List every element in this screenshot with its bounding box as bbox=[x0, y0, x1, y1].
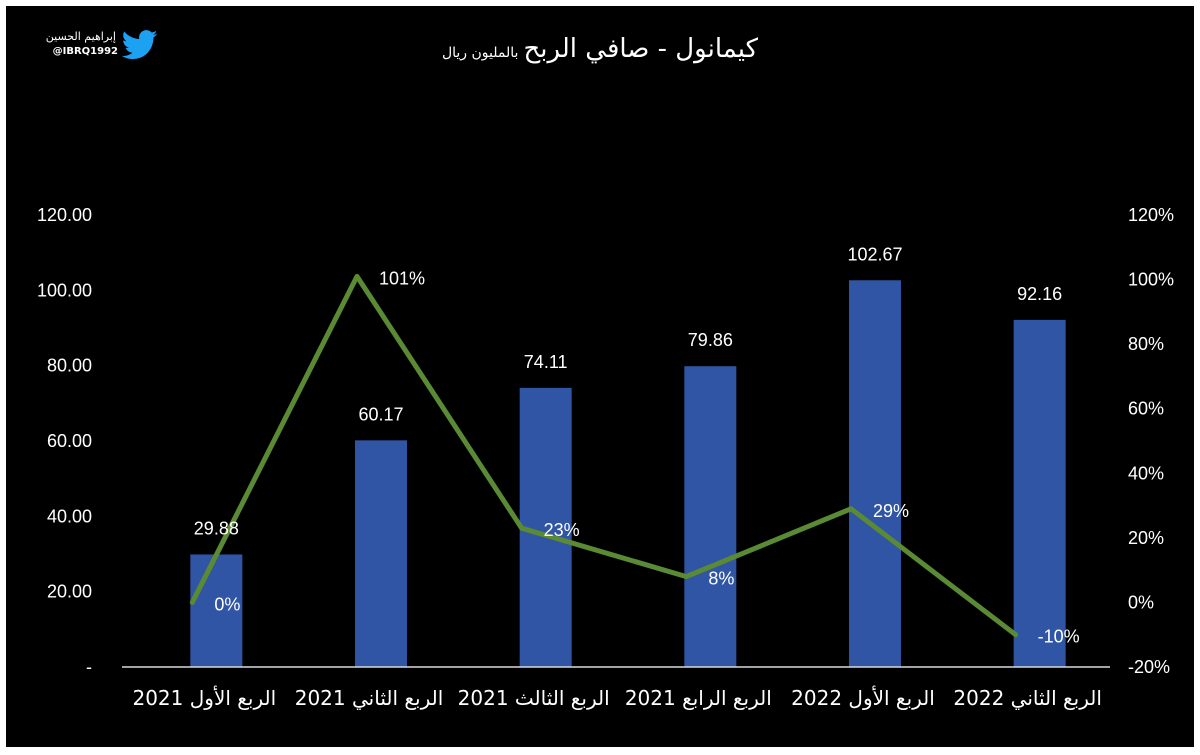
y-right-tick-label: 100% bbox=[1128, 270, 1174, 290]
x-category-label: الربع الثالث 2021 bbox=[458, 686, 610, 710]
y-left-tick-label: 20.00 bbox=[47, 582, 92, 602]
y-right-tick-label: 0% bbox=[1128, 592, 1154, 612]
x-category-label: الربع الأول 2021 bbox=[132, 686, 276, 710]
x-category-label: الربع الثاني 2021 bbox=[295, 686, 444, 711]
bar-5 bbox=[849, 280, 901, 667]
chart-title-unit: بالمليون ريال bbox=[441, 45, 519, 61]
x-category-label: الربع الرابع 2021 bbox=[625, 686, 772, 710]
bar-value-label: 102.67 bbox=[847, 244, 902, 264]
twitter-bird-icon bbox=[122, 30, 158, 60]
bar-1 bbox=[190, 554, 243, 667]
author-brand: إبراهيم الحسين @IBRQ1992 bbox=[20, 24, 160, 64]
line-value-label: 8% bbox=[708, 569, 734, 589]
line-value-label: 0% bbox=[214, 594, 240, 614]
line-value-label: 23% bbox=[544, 520, 580, 540]
bar-value-label: 74.11 bbox=[524, 352, 568, 372]
bar-value-label: 79.86 bbox=[688, 330, 733, 350]
y-left-tick-label: 120.00 bbox=[37, 205, 92, 225]
chart-title-main: كيمانول - صافي الربح bbox=[523, 34, 759, 64]
y-left-tick-label: 100.00 bbox=[37, 280, 92, 300]
bar-3 bbox=[519, 387, 572, 667]
line-value-label: 29% bbox=[873, 501, 909, 521]
y-right-tick-label: 120% bbox=[1128, 205, 1174, 225]
chart-title: كيمانول - صافي الربح بالمليون ريال bbox=[300, 34, 900, 64]
bar-value-label: 92.16 bbox=[1017, 284, 1062, 304]
y-right-tick-label: 80% bbox=[1128, 334, 1164, 354]
x-category-label: الربع الأول 2022 bbox=[791, 686, 935, 710]
growth-line bbox=[189, 273, 1019, 638]
author-handle: @IBRQ1992 bbox=[52, 46, 118, 57]
y-right-tick-label: -20% bbox=[1128, 657, 1170, 677]
bar-2 bbox=[355, 440, 407, 667]
y-left-tick-label: 40.00 bbox=[47, 506, 92, 526]
bar-6 bbox=[1013, 319, 1066, 667]
y-left-tick-label: - bbox=[86, 657, 92, 677]
y-left-tick-label: 80.00 bbox=[47, 356, 92, 376]
y-left-tick-label: 60.00 bbox=[47, 431, 92, 451]
y-right-tick-label: 60% bbox=[1128, 399, 1164, 419]
line-value-label: 101% bbox=[379, 268, 425, 288]
y-right-tick-label: 20% bbox=[1128, 528, 1164, 548]
x-category-label: الربع الثاني 2022 bbox=[953, 686, 1102, 711]
bar-value-label: 29.88 bbox=[194, 518, 239, 538]
line-value-label: -10% bbox=[1038, 627, 1080, 647]
author-name: إبراهيم الحسين bbox=[45, 30, 116, 43]
bar-value-label: 60.17 bbox=[358, 404, 403, 424]
y-right-tick-label: 40% bbox=[1128, 463, 1164, 483]
bar-4 bbox=[684, 366, 737, 667]
